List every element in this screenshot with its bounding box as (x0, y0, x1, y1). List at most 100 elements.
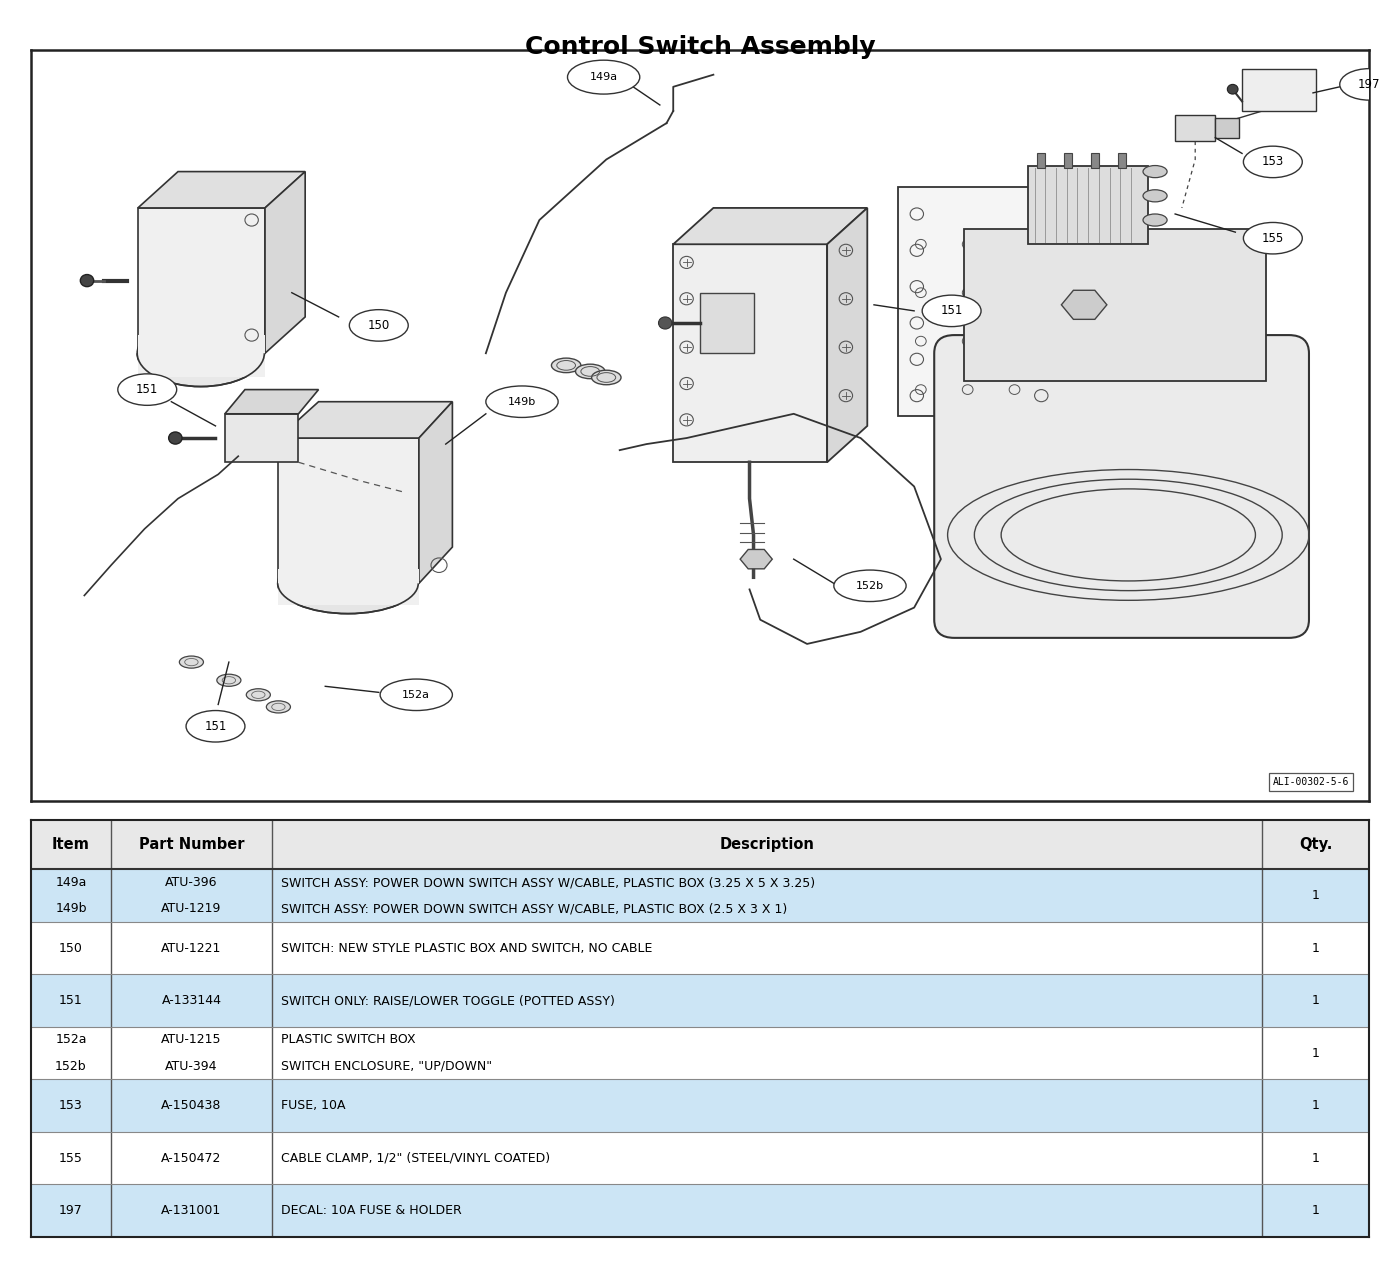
Text: 1: 1 (1312, 941, 1320, 954)
Bar (31, 1079, 1369, 1132)
Ellipse shape (1142, 215, 1168, 226)
Text: DECAL: 10A FUSE & HOLDER: DECAL: 10A FUSE & HOLDER (281, 1204, 462, 1217)
Polygon shape (741, 549, 773, 569)
FancyBboxPatch shape (897, 187, 1064, 416)
Circle shape (658, 317, 672, 329)
Text: 153: 153 (1261, 155, 1284, 168)
Ellipse shape (179, 656, 203, 668)
Bar (31, 974, 1369, 1027)
Ellipse shape (1243, 222, 1302, 254)
Text: ATU-1219: ATU-1219 (161, 902, 221, 915)
Text: 155: 155 (1261, 232, 1284, 245)
Ellipse shape (381, 679, 452, 711)
Bar (1064, 154, 1072, 168)
Text: SWITCH ASSY: POWER DOWN SWITCH ASSY W/CABLE, PLASTIC BOX (2.5 X 3 X 1): SWITCH ASSY: POWER DOWN SWITCH ASSY W/CA… (281, 902, 787, 915)
Text: 149a: 149a (55, 876, 87, 888)
Ellipse shape (137, 321, 265, 386)
Circle shape (168, 432, 182, 444)
Text: FUSE, 10A: FUSE, 10A (281, 1099, 346, 1112)
Circle shape (1228, 85, 1238, 95)
Ellipse shape (923, 295, 981, 327)
Text: 151: 151 (941, 304, 963, 317)
Bar (279, 569, 419, 606)
Text: ALI-00302-5-6: ALI-00302-5-6 (1273, 777, 1350, 786)
Ellipse shape (246, 689, 270, 700)
Text: ATU-1221: ATU-1221 (161, 941, 221, 954)
Polygon shape (137, 208, 265, 353)
Text: 1: 1 (1312, 1099, 1320, 1112)
Ellipse shape (266, 700, 290, 713)
Text: 151: 151 (136, 384, 158, 396)
Text: A-150472: A-150472 (161, 1151, 221, 1165)
Bar (700, 293, 753, 353)
FancyBboxPatch shape (934, 336, 1309, 637)
Text: ATU-394: ATU-394 (165, 1060, 217, 1073)
Ellipse shape (552, 358, 581, 372)
Text: Item: Item (52, 838, 90, 852)
Text: 149a: 149a (589, 72, 617, 82)
Bar (1215, 119, 1239, 138)
Ellipse shape (567, 61, 640, 95)
Text: Part Number: Part Number (139, 838, 244, 852)
Bar (137, 336, 265, 377)
Text: SWITCH ASSY: POWER DOWN SWITCH ASSY W/CABLE, PLASTIC BOX (3.25 X 5 X 3.25): SWITCH ASSY: POWER DOWN SWITCH ASSY W/CA… (281, 876, 815, 888)
Text: CABLE CLAMP, 1/2" (STEEL/VINYL COATED): CABLE CLAMP, 1/2" (STEEL/VINYL COATED) (281, 1151, 550, 1165)
Ellipse shape (486, 386, 559, 418)
Ellipse shape (217, 674, 241, 687)
Text: SWITCH: NEW STYLE PLASTIC BOX AND SWITCH, NO CABLE: SWITCH: NEW STYLE PLASTIC BOX AND SWITCH… (281, 941, 652, 954)
Text: 1: 1 (1312, 994, 1320, 1007)
Bar (31, 820, 1369, 870)
Text: 1: 1 (1312, 890, 1320, 902)
Text: A-150438: A-150438 (161, 1099, 221, 1112)
Text: 149b: 149b (508, 396, 536, 406)
Ellipse shape (834, 570, 906, 602)
Text: 150: 150 (368, 319, 391, 332)
Ellipse shape (1142, 189, 1168, 202)
Polygon shape (225, 390, 319, 414)
Bar (225, 414, 298, 462)
FancyBboxPatch shape (963, 228, 1266, 381)
Polygon shape (827, 208, 867, 462)
Text: ATU-396: ATU-396 (165, 876, 217, 888)
Bar (31, 870, 1369, 923)
Text: PLASTIC SWITCH BOX: PLASTIC SWITCH BOX (281, 1034, 416, 1046)
Bar (1028, 165, 1148, 245)
Text: Description: Description (720, 838, 815, 852)
Polygon shape (673, 245, 827, 462)
Text: 152a: 152a (402, 690, 430, 700)
Circle shape (80, 275, 94, 286)
Text: 197: 197 (1358, 78, 1380, 91)
Ellipse shape (592, 370, 622, 385)
Bar (1175, 115, 1215, 141)
Polygon shape (419, 401, 452, 583)
Ellipse shape (1243, 146, 1302, 178)
Bar (1242, 68, 1316, 111)
Ellipse shape (118, 374, 176, 405)
Text: Qty.: Qty. (1299, 838, 1333, 852)
Text: 149b: 149b (55, 902, 87, 915)
Ellipse shape (575, 365, 605, 379)
Polygon shape (265, 172, 305, 353)
Ellipse shape (277, 553, 419, 613)
Polygon shape (1061, 290, 1107, 319)
Ellipse shape (1340, 68, 1399, 100)
Text: 150: 150 (59, 941, 83, 954)
Text: A-133144: A-133144 (161, 994, 221, 1007)
Bar (1091, 154, 1099, 168)
Polygon shape (279, 401, 452, 438)
Ellipse shape (350, 309, 409, 341)
Ellipse shape (1142, 165, 1168, 178)
Polygon shape (137, 172, 305, 208)
Text: 151: 151 (59, 994, 83, 1007)
Text: SWITCH ENCLOSURE, "UP/DOWN": SWITCH ENCLOSURE, "UP/DOWN" (281, 1060, 493, 1073)
Polygon shape (279, 438, 419, 583)
Text: 151: 151 (204, 719, 227, 733)
Text: 197: 197 (59, 1204, 83, 1217)
Bar (1037, 154, 1046, 168)
Text: SWITCH ONLY: RAISE/LOWER TOGGLE (POTTED ASSY): SWITCH ONLY: RAISE/LOWER TOGGLE (POTTED … (281, 994, 615, 1007)
Text: 1: 1 (1312, 1046, 1320, 1060)
Bar (31, 1184, 1369, 1237)
Text: 155: 155 (59, 1151, 83, 1165)
Polygon shape (673, 208, 867, 245)
Text: A-131001: A-131001 (161, 1204, 221, 1217)
